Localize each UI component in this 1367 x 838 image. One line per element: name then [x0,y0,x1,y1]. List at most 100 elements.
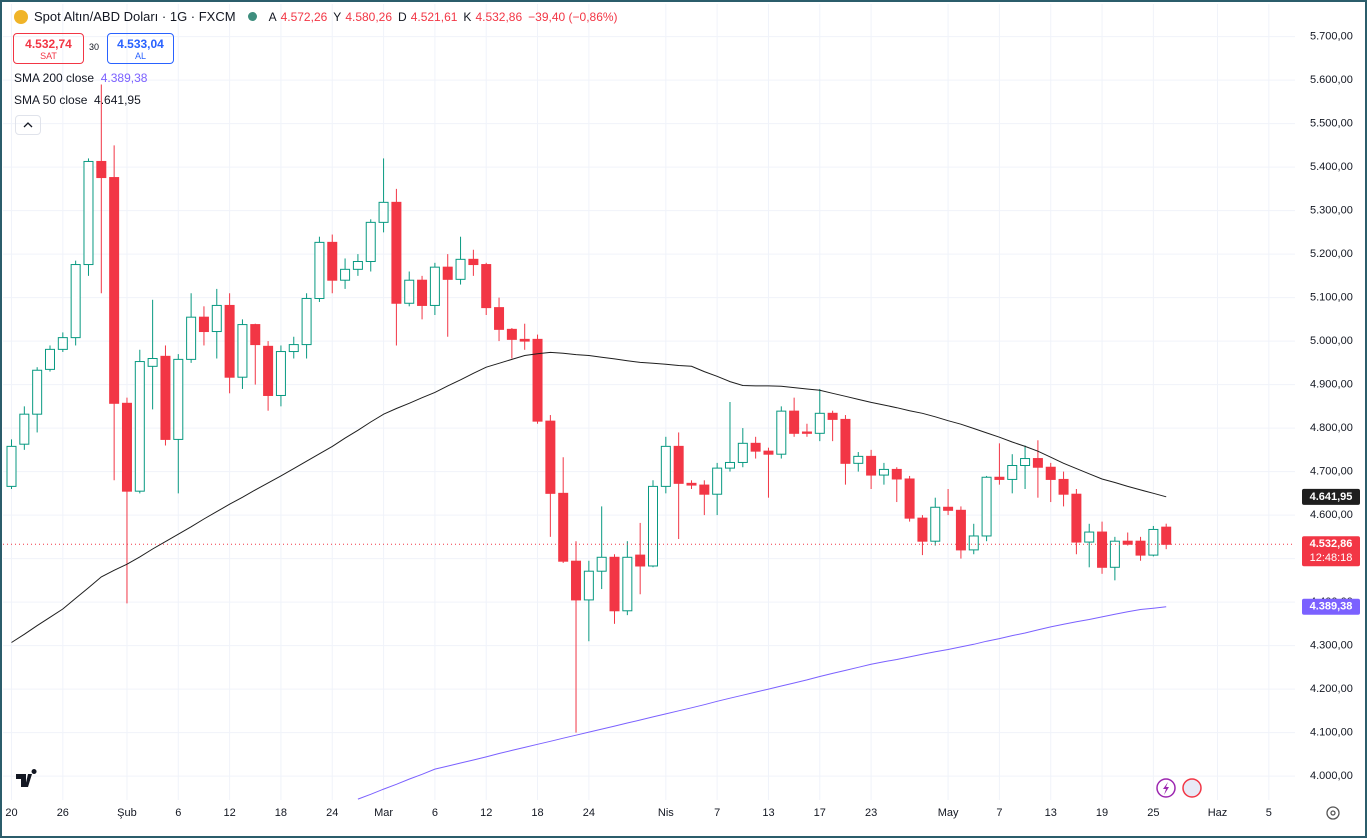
candle-body [391,201,402,304]
candle-body [968,535,979,551]
candle-body [109,177,120,404]
candle-body [1148,528,1159,556]
candle-body [635,554,646,567]
x-tick-label: 18 [531,807,543,819]
candle-body [712,467,723,495]
candle-body [840,418,851,464]
x-tick-label: 19 [1096,807,1108,819]
y-tick-label: 5.100,00 [1310,292,1353,304]
x-tick-label: 25 [1147,807,1159,819]
candle-body [583,570,594,601]
symbol-header: Spot Altın/ABD Doları · 1G · FXCM A 4.572… [14,9,620,24]
flash-icon[interactable] [1156,778,1176,798]
candle-body [545,420,556,494]
candle-body [750,442,761,452]
candle-body [737,442,748,463]
candle-body [83,160,94,266]
candle-body [32,369,43,415]
last-price-badge [1302,536,1360,567]
candle-body [519,338,530,342]
x-tick-label: May [938,807,959,819]
indicator-legend[interactable]: SMA 50 close 4.641,95 [14,93,141,107]
indicator-value: 4.389,38 [100,71,148,85]
grid [3,4,1295,800]
candle-body [776,410,787,455]
price-badge-label: 4.641,95 [1310,491,1353,503]
x-tick-label: Mar [374,807,393,819]
flag-icon[interactable] [1182,778,1202,798]
spread: 30 [89,42,100,52]
candle-body [917,517,928,542]
sma-line [357,606,1167,800]
candle-body [404,279,415,304]
ohlc-key: A [268,9,277,24]
candle-body [121,402,132,492]
candle-body [596,556,607,572]
x-tick-label: 26 [57,807,69,819]
candle-body [866,455,877,476]
x-tick-label: 24 [583,807,595,819]
candle-body [1109,540,1120,568]
candle-body [789,410,800,434]
y-tick-label: 4.900,00 [1310,379,1353,391]
candle-body [904,478,915,519]
x-tick-label: 7 [996,807,1002,819]
indicator-name: SMA 200 close [14,71,95,85]
candle-body [481,264,492,309]
x-tick-label: 6 [175,807,181,819]
market-status [247,12,257,21]
x-tick-label: 24 [326,807,338,819]
plot [3,84,1295,800]
candle-body [648,485,658,567]
x-tick-label: 17 [814,807,826,819]
candle-body [455,258,466,280]
tv-logo [16,769,37,787]
candle-body [1122,540,1133,545]
candle-body [494,307,505,330]
candle-body [44,348,55,370]
indicator-legend[interactable]: SMA 200 close 4.389,38 [14,71,147,85]
candle-body [686,482,697,486]
ohlc-value: 4.572,26 [280,9,328,24]
ohlc-key: D [398,9,407,24]
candle-body [134,361,145,492]
y-tick-label: 5.000,00 [1310,335,1353,347]
y-tick-label: 5.400,00 [1310,161,1353,173]
candle-body [1058,478,1069,495]
candle-body [673,445,684,484]
candle-body [96,160,107,179]
x-tick-label: Nis [658,807,674,819]
candle-body [878,468,889,476]
candle-body [314,241,325,299]
candle-body [930,506,941,542]
buy-button[interactable]: 4.533,04 AL [107,33,174,64]
flash-glyph [1163,782,1169,795]
collapse-button[interactable] [15,115,41,135]
sell-button[interactable]: 4.532,74 SAT [13,33,84,64]
candle-body [429,266,440,306]
candle-body [340,268,351,281]
candle-body [622,556,633,612]
candle-body [1007,465,1018,480]
ohlc-value: 4.532,86 [475,9,523,24]
y-tick-label: 5.300,00 [1310,205,1353,217]
candle-body [70,264,81,339]
symbol-icon [14,9,28,24]
candle-body [57,337,68,350]
y-tick-label: 5.600,00 [1310,74,1353,86]
x-tick-label: 12 [480,807,492,819]
chevron [23,122,33,128]
candle-body [943,506,954,511]
candle-body [186,316,197,360]
y-tick-label: 5.200,00 [1310,248,1353,260]
ohlc-key: Y [333,9,342,24]
candle-body [763,450,774,455]
candle-body [442,266,453,280]
ohlc-value: 4.580,26 [345,9,393,24]
candle-body [160,355,171,440]
settings-icon[interactable] [1326,806,1340,820]
y-tick-label: 5.500,00 [1310,118,1353,130]
x-tick-label: 18 [275,807,287,819]
